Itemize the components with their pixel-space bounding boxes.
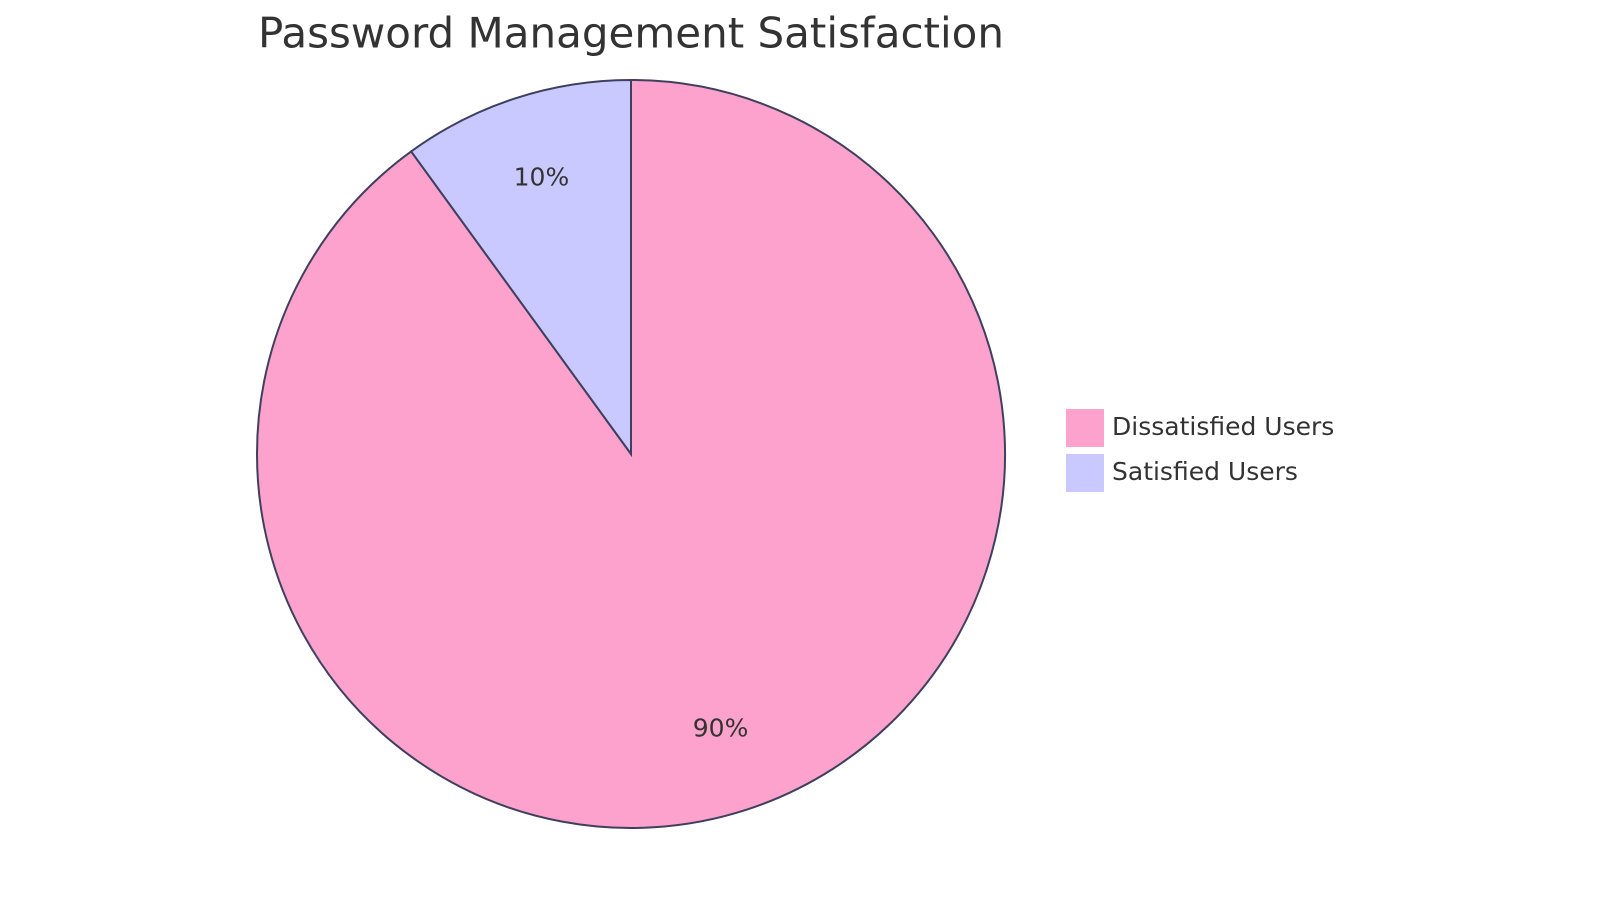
legend-text: Satisfied Users [1112,457,1298,486]
legend-text: Dissatisfied Users [1112,412,1334,441]
pie-slice [409,78,632,458]
slice-label: 90% [693,714,749,743]
chart-title: Password Management Satisfaction [258,9,1004,58]
legend-swatch [1066,454,1104,492]
slice-label: 10% [514,162,570,191]
legend-swatch [1066,409,1104,447]
